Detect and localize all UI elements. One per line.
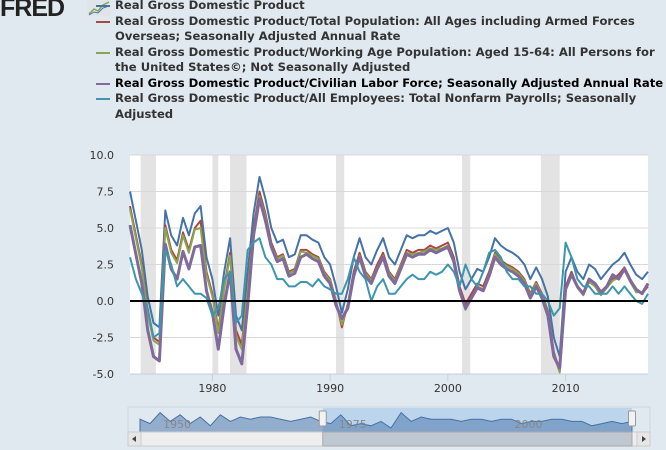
y-tick-label: -2.5 xyxy=(93,332,114,345)
legend-swatch xyxy=(96,5,110,7)
logo-text: FRED xyxy=(0,0,65,22)
legend-label: Real Gross Domestic Product/Total Popula… xyxy=(115,13,635,44)
y-tick-label: -5.0 xyxy=(93,368,114,381)
legend-swatch xyxy=(96,82,110,85)
arrow-left-icon xyxy=(132,436,136,442)
legend-item[interactable]: Real Gross Domestic Product/Total Popula… xyxy=(96,14,666,45)
y-tick-label: 10.0 xyxy=(90,149,115,162)
navigator-handle[interactable] xyxy=(318,410,327,427)
legend-item[interactable]: Real Gross Domestic Product xyxy=(96,0,666,14)
navigator-handle[interactable] xyxy=(628,410,636,427)
navigator-label: 1950 xyxy=(163,418,191,431)
x-tick-label: 1980 xyxy=(198,382,226,395)
legend-swatch xyxy=(96,51,110,54)
legend-item[interactable]: Real Gross Domestic Product/All Employee… xyxy=(96,91,666,122)
legend-label: Real Gross Domestic Product/All Employee… xyxy=(115,91,637,121)
x-tick-label: 1990 xyxy=(316,382,344,395)
legend-item[interactable]: Real Gross Domestic Product/Working Age … xyxy=(96,45,666,76)
x-tick-label: 2000 xyxy=(434,382,462,395)
fred-logo[interactable]: FRED xyxy=(0,0,65,23)
legend-label: Real Gross Domestic Product/Civilian Lab… xyxy=(115,75,664,90)
navigator-label: 1975 xyxy=(339,418,367,431)
legend-swatch xyxy=(96,98,110,100)
navigator-label: 2000 xyxy=(515,418,543,431)
scrollbar-thumb[interactable] xyxy=(322,431,633,447)
chart-legend: Real Gross Domestic Product Real Gross Do… xyxy=(96,0,666,122)
series-line[interactable] xyxy=(129,237,649,339)
y-tick-label: 2.5 xyxy=(97,259,115,272)
series-line[interactable] xyxy=(128,197,650,370)
arrow-right-icon xyxy=(642,436,646,442)
y-tick-label: 7.5 xyxy=(97,186,115,199)
legend-label: Real Gross Domestic Product/Working Age … xyxy=(115,44,655,75)
legend-swatch xyxy=(96,20,110,23)
logo-chart-icon xyxy=(87,0,111,16)
legend-label: Real Gross Domestic Product xyxy=(115,0,305,12)
legend-item[interactable]: Real Gross Domestic Product/Civilian Lab… xyxy=(96,76,666,92)
x-tick-label: 2010 xyxy=(552,382,580,395)
y-tick-label: 0.0 xyxy=(97,295,115,308)
navigator-series xyxy=(139,411,633,433)
y-tick-label: 5.0 xyxy=(97,222,115,235)
